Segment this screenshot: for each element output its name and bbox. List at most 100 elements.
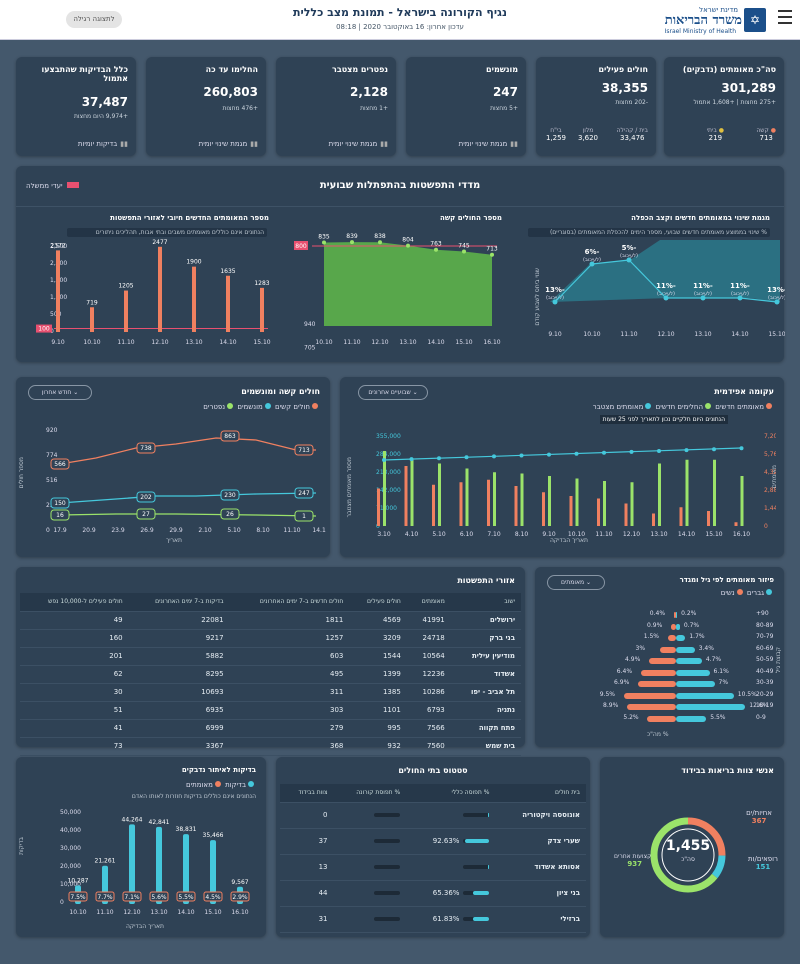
epi-new-bar (404, 466, 408, 526)
age-select[interactable]: ⌄ מאומתים (547, 575, 605, 590)
hospital-row[interactable]: אונוססה ויקטוריה 0 (280, 802, 586, 829)
table-row[interactable]: אשדוד 12236 1399 495 8295 62 (20, 665, 521, 684)
tests-bar (156, 826, 162, 904)
p1-xtick: 10.10 (583, 331, 600, 338)
period-select[interactable]: ⌄ חודש אחרון (28, 385, 92, 400)
severe-xtick: 17.9 (53, 527, 67, 534)
table-cell: 1811 (229, 611, 350, 630)
kpi-title: חולים פעילים (598, 65, 648, 74)
kpi-card-deaths: נפטרים מצטבר 2,128 +1 מחצות ▮▮מגמת שינוי… (276, 57, 396, 156)
age-group-label: 30-39 (756, 679, 774, 686)
col-staff-iso[interactable]: צוות בבידוד (280, 784, 334, 803)
col-city[interactable]: ישוב (450, 593, 521, 612)
hospital-row[interactable]: בני ציון 65.36% 44 (280, 880, 586, 907)
tests-pct-box (203, 891, 223, 902)
staff-total: 1,455 (665, 838, 711, 854)
epi-ytick-left: 142,000 (376, 487, 401, 494)
col-active[interactable]: חולים פעילים (349, 593, 407, 612)
table-cell (333, 854, 407, 881)
col-occupancy[interactable]: % תפוסה כללי (406, 784, 496, 803)
col-confirmed[interactable]: מאומתים (406, 593, 451, 612)
table-cell: 9217 (128, 629, 230, 648)
trend-button[interactable]: ▮▮מגמת שינוי יומית (458, 140, 518, 148)
severe-xtick: 29.9 (169, 527, 183, 534)
epi-recovered-bar (465, 468, 469, 526)
col-hospital[interactable]: בית חולים (495, 784, 586, 803)
age-bar-men (676, 715, 707, 722)
p3-bar (260, 287, 264, 332)
age-label-women: 6.4% (616, 667, 633, 675)
p3-bar (124, 290, 128, 332)
age-bar-men (676, 681, 715, 687)
severe-label: 27 (142, 511, 150, 518)
age-bar-men (676, 704, 746, 710)
p2-xtick: 11.10 (343, 339, 360, 346)
daily-tests-button[interactable]: ▮▮בדיקות יומיות (77, 140, 128, 148)
age-label-men: 7% (718, 679, 729, 686)
trend-button[interactable]: ▮▮מגמת שינוי יומית (328, 140, 388, 148)
table-cell (406, 854, 496, 881)
severe-ytick: 516 (46, 477, 58, 484)
col-covid-occupancy[interactable]: % תפוסת קורונה (333, 784, 407, 803)
age-title: פיזור מאומתים לפי גיל ומגדר (679, 576, 774, 584)
age-bar-women (638, 681, 676, 687)
table-row[interactable]: בית שמש 7560 932 368 3367 73 (20, 737, 521, 756)
hospital-row[interactable]: שערי צדק 92.63% 37 (280, 828, 586, 855)
age-label-men: 6.1% (713, 667, 729, 675)
menu-icon[interactable] (778, 10, 792, 24)
age-group-label: 10-19 (756, 702, 774, 709)
tests-pct: 7.1% (124, 894, 140, 901)
p2-label: 838 (374, 233, 386, 240)
severe-label-box (294, 487, 314, 499)
p1-sublabel: (לעיכוב) (657, 291, 675, 297)
period-select[interactable]: ⌄ שבועיים אחרונים (358, 385, 428, 400)
table-row[interactable]: פתח תקווה 7566 995 279 6999 41 (20, 719, 521, 738)
age-bar-women (623, 692, 676, 699)
age-bar-women (640, 669, 676, 676)
table-row[interactable]: ירושלים 41991 4569 1811 22081 49 (20, 611, 521, 630)
table-row[interactable]: תל אביב - יפו 10286 1385 311 10693 30 (20, 683, 521, 702)
occupancy-fill (488, 813, 490, 817)
severe-label-box (294, 510, 314, 522)
page-title: נגיף הקורונה בישראל - תמונת מצב כללית (293, 6, 507, 19)
epi-title: עקומה אפידמית (714, 387, 774, 396)
chevron-down-icon: ⌄ (412, 389, 418, 396)
switch-view-button[interactable]: לתצוגה רגילה (66, 11, 122, 28)
p2-label: 839 (346, 233, 358, 240)
col-per10k[interactable]: חולים פעילים ל-10,000 נפש (20, 593, 129, 612)
tests-bar (210, 840, 216, 904)
severe-ytick: 774 (46, 452, 58, 459)
table-cell: 1544 (349, 647, 407, 666)
table-row[interactable]: בני ברק 24718 3209 1257 9217 160 (20, 629, 521, 648)
hospital-row[interactable]: ברזילי 61.83% 31 (280, 906, 586, 933)
table-row[interactable]: מודיעין עילית 10564 1544 603 5882 201 (20, 647, 521, 666)
epi-recovered-bar (713, 459, 716, 526)
p1-xtick: 12.10 (657, 331, 674, 338)
tests-xtick: 16.10 (231, 909, 248, 916)
age-bar-men (676, 692, 734, 699)
col-tests7[interactable]: בדיקות ב-7 ימים האחרונים (128, 593, 230, 612)
trend-button[interactable]: ▮▮מגמת שינוי יומית (198, 140, 258, 148)
p3-bar (226, 275, 230, 332)
p1-line (739, 297, 778, 303)
p1-sublabel: (לעיכוב) (768, 295, 785, 301)
severe-ylabel: מספר חולים (18, 457, 25, 489)
epi-xlabel: תאריך הבדיקה (550, 537, 588, 544)
tests-chart: 50,000 40,000 30,000 20,000 10,000 0 10,287 7.5… (60, 809, 250, 916)
p3-title: מספר המאומתים החדשים חיובי לאזורי התפשטו… (110, 214, 269, 222)
table-cell (333, 828, 407, 855)
table-cell: 10564 (406, 647, 451, 666)
table-cell: 10693 (128, 683, 230, 702)
age-bar-men (676, 658, 702, 664)
age-group-label: 20-29 (756, 690, 774, 698)
hospital-row[interactable]: אסותא אשדוד 13 (280, 854, 586, 881)
p3-ytick: 2,500 (50, 243, 67, 250)
p3-bar (192, 266, 196, 332)
table-cell: 73 (20, 737, 129, 756)
col-new7[interactable]: חולים חדשים ב-7 ימים האחרונים (229, 593, 350, 612)
p1-xtick: 13.10 (694, 331, 711, 338)
severe-label: 26 (226, 511, 234, 518)
table-cell: 1257 (229, 629, 350, 648)
table-row[interactable]: נתניה 6793 1101 303 6935 51 (20, 701, 521, 720)
age-bar-women (671, 623, 676, 630)
